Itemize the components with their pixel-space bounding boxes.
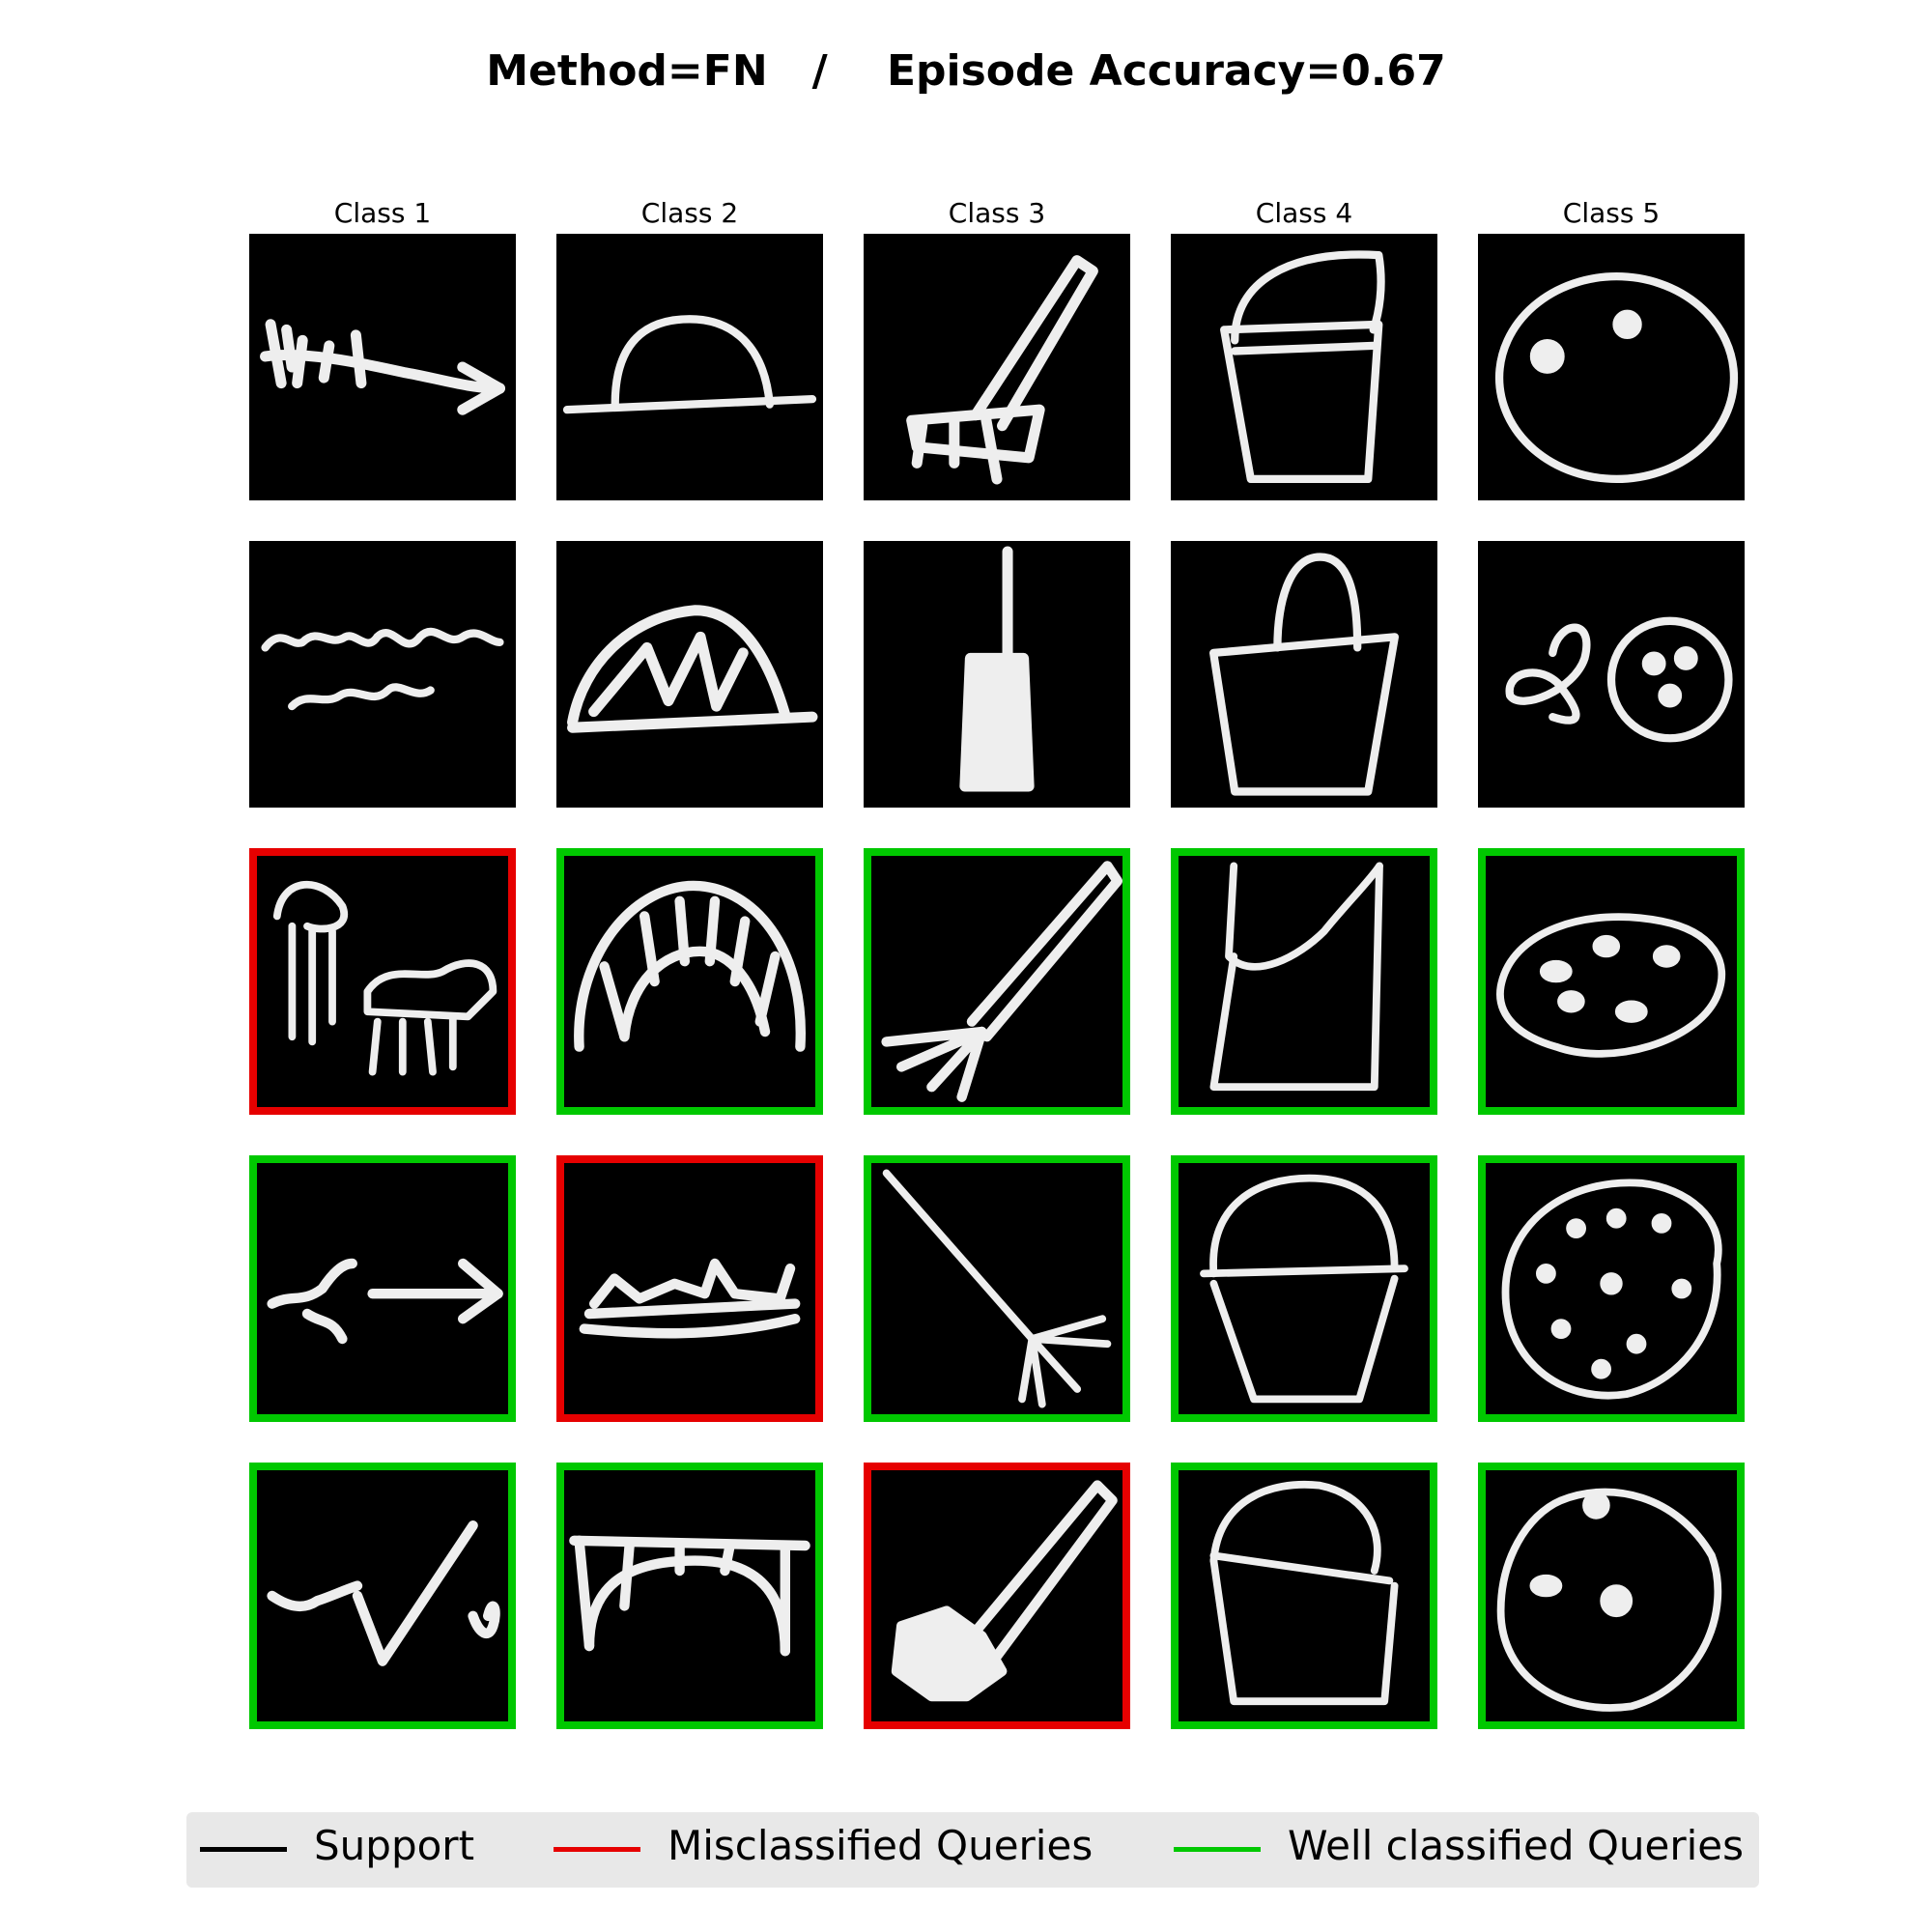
query-image-class-5-a bbox=[1478, 848, 1745, 1115]
query-image-class-1-a bbox=[249, 848, 516, 1115]
support-image-class-1-b bbox=[249, 541, 516, 808]
query-image-class-5-c bbox=[1478, 1463, 1745, 1729]
query-image-class-4-b bbox=[1171, 1155, 1437, 1422]
query-image-class-4-a bbox=[1171, 848, 1437, 1115]
legend-misclassified-line bbox=[554, 1847, 640, 1852]
support-image-class-4-a bbox=[1171, 234, 1437, 500]
query-image-class-4-c bbox=[1171, 1463, 1437, 1729]
query-image-class-2-b bbox=[556, 1155, 823, 1422]
support-image-class-2-b bbox=[556, 541, 823, 808]
figure-title: Method=FN / Episode Accuracy=0.67 bbox=[486, 46, 1446, 96]
legend-well-label: Well classified Queries bbox=[1288, 1822, 1745, 1869]
class-5-header: Class 5 bbox=[1562, 197, 1661, 229]
query-image-class-5-b bbox=[1478, 1155, 1745, 1422]
legend-support-line bbox=[200, 1847, 287, 1852]
query-image-class-3-b bbox=[864, 1155, 1130, 1422]
query-image-class-3-a bbox=[864, 848, 1130, 1115]
legend: Support Misclassified Queries Well class… bbox=[186, 1812, 1759, 1888]
query-image-class-1-c bbox=[249, 1463, 516, 1729]
support-image-class-5-a bbox=[1478, 234, 1745, 500]
query-image-class-2-a bbox=[556, 848, 823, 1115]
class-1-header: Class 1 bbox=[333, 197, 432, 229]
query-image-class-2-c bbox=[556, 1463, 823, 1729]
support-image-class-3-b bbox=[864, 541, 1130, 808]
legend-well-line bbox=[1174, 1847, 1261, 1852]
support-image-class-1-a bbox=[249, 234, 516, 500]
support-image-class-2-a bbox=[556, 234, 823, 500]
query-image-class-1-b bbox=[249, 1155, 516, 1422]
support-image-class-3-a bbox=[864, 234, 1130, 500]
support-image-class-4-b bbox=[1171, 541, 1437, 808]
legend-support-label: Support bbox=[314, 1822, 475, 1869]
support-image-class-5-b bbox=[1478, 541, 1745, 808]
class-4-header: Class 4 bbox=[1255, 197, 1353, 229]
legend-misclassified-label: Misclassified Queries bbox=[668, 1822, 1094, 1869]
query-image-class-3-c bbox=[864, 1463, 1130, 1729]
class-3-header: Class 3 bbox=[948, 197, 1046, 229]
class-2-header: Class 2 bbox=[640, 197, 739, 229]
